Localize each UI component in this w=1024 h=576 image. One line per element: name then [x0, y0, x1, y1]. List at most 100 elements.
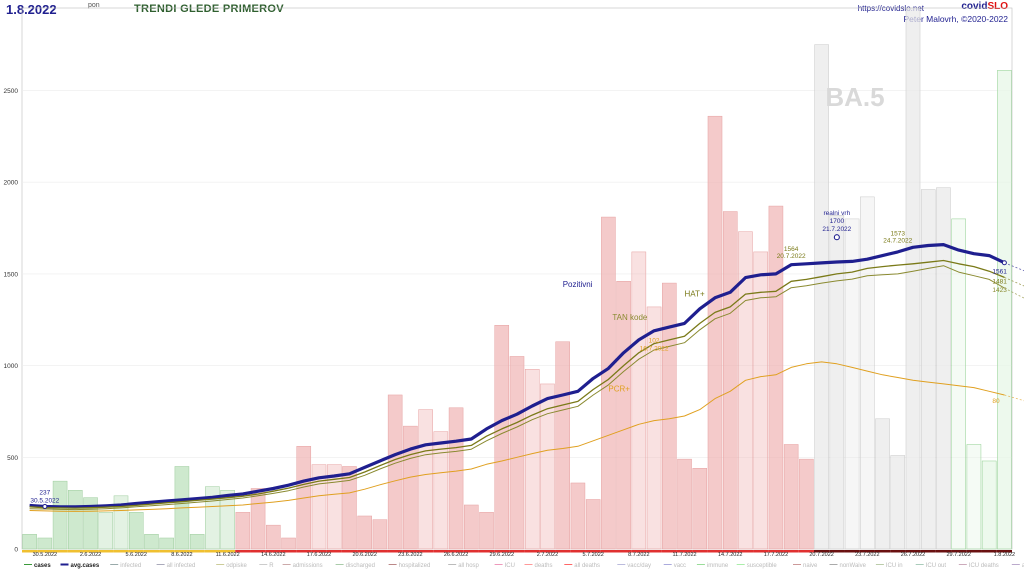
level-band-segment [981, 550, 997, 553]
level-band-segment [113, 550, 129, 553]
y-tick-label: 2500 [4, 88, 19, 95]
level-band-segment [753, 550, 769, 553]
level-band-segment [494, 550, 510, 553]
x-tick-label: 17.7.2022 [764, 552, 788, 558]
brand-logo: covidSLO [961, 1, 1008, 12]
case-bar [68, 490, 83, 550]
level-band-segment [418, 550, 434, 553]
case-bar [738, 231, 753, 550]
legend-item-label: ICU in [886, 563, 903, 569]
axis-layer: 0 500 1000 1500 2000 2500 30.5.2022 2.6.2022 5.6… [4, 88, 1016, 558]
legend-item-label: ICU [505, 563, 515, 569]
level-band-segment [250, 550, 266, 553]
level-band-segment [37, 550, 53, 553]
level-band-segment [478, 550, 495, 553]
y-tick-label: 500 [7, 455, 18, 462]
level-band-segment [82, 550, 99, 553]
level-band-segment [935, 550, 952, 553]
case-bar [448, 407, 464, 550]
level-band-segment [890, 550, 906, 553]
x-tick-label: 17.6.2022 [307, 552, 331, 558]
legend-item-label: cases [34, 563, 51, 569]
level-band-segment [951, 550, 967, 553]
case-bar [875, 418, 890, 550]
level-band-segment [661, 550, 677, 553]
level-band-segment [570, 550, 586, 553]
label-pozitivni: Pozitivni [563, 280, 593, 289]
level-band-segment [402, 550, 418, 553]
lines-layer [29, 243, 1024, 512]
y-tick-label: 1500 [4, 271, 19, 278]
level-band-segment [737, 550, 754, 553]
level-band-segment [844, 550, 860, 553]
start-date-label: 30.5.2022 [30, 497, 59, 504]
case-bar [113, 495, 129, 550]
case-bar [936, 187, 951, 550]
case-bar [951, 218, 966, 550]
avg-peak-value: 1573 [891, 230, 906, 237]
series-line [29, 243, 1006, 509]
level-band-segment [707, 550, 723, 553]
level-band-segment [280, 550, 297, 553]
level-band-segment [600, 550, 616, 553]
legend-item-label: admissions [293, 563, 323, 569]
legend-item-label: all deaths [574, 563, 600, 569]
hat-peak-date: 20.7.2022 [777, 253, 806, 260]
x-tick-label: 26.6.2022 [444, 552, 468, 558]
case-bar [418, 409, 433, 550]
end-tan-label: 1423 [992, 287, 1007, 294]
level-band-segment [204, 550, 220, 553]
pcr-peak-date: 16.7.2022 [640, 346, 669, 353]
level-band-segment [874, 550, 891, 553]
legend-item-label: vacc/day [627, 563, 651, 569]
y-tick-label: 2000 [4, 180, 19, 187]
case-bar [205, 486, 220, 550]
case-bar [342, 466, 357, 550]
level-band-segment [616, 550, 632, 553]
case-bar [890, 455, 906, 550]
level-band-segment [189, 550, 205, 553]
level-band-segment [555, 550, 571, 553]
level-band-segment [692, 550, 708, 553]
brand-part-b: SLO [987, 1, 1008, 12]
level-band-segment [722, 550, 738, 553]
avg-peak-date: 24.7.2022 [883, 237, 912, 244]
source-url[interactable]: https://covidslo.net [857, 4, 924, 13]
case-bar [311, 464, 327, 550]
real-peak-marker [833, 234, 840, 241]
case-bar [570, 482, 586, 550]
y-tick-label: 0 [14, 547, 18, 554]
case-bar [631, 251, 647, 550]
case-bar [98, 512, 114, 550]
series-line [29, 361, 1005, 512]
x-tick-label: 20.6.2022 [352, 552, 376, 558]
case-bar [433, 431, 449, 550]
case-bar [22, 534, 37, 550]
case-bar [144, 534, 159, 550]
series-line [29, 265, 1005, 511]
legend-item-label: deaths [535, 563, 553, 569]
end-pcr-label: 80 [992, 398, 1000, 405]
case-bar [250, 488, 266, 550]
brand-part-a: covid [961, 1, 988, 12]
legend-item-label: susceptible [747, 563, 778, 569]
case-bar [479, 512, 494, 550]
real-peak-date: 21.7.2022 [822, 226, 851, 233]
x-tick-label: 29.6.2022 [490, 552, 514, 558]
case-bar [326, 464, 342, 550]
case-bar [494, 325, 510, 550]
legend-layer: cases avg.cases infected all infected odpisk… [24, 563, 1024, 569]
x-tick-label: 5.6.2022 [126, 552, 147, 558]
level-band-segment [463, 550, 479, 553]
level-band-segment [585, 550, 601, 553]
case-bar [722, 211, 738, 550]
level-band-segment [829, 550, 845, 553]
case-bar [189, 534, 205, 550]
x-tick-label: 1.8.2022 [994, 552, 1015, 558]
case-bar [509, 356, 525, 550]
case-bar [646, 306, 662, 550]
level-band-segment [52, 550, 68, 553]
label-hat: HAT+ [685, 290, 705, 299]
real-peak-title: realni vrh [823, 210, 850, 217]
